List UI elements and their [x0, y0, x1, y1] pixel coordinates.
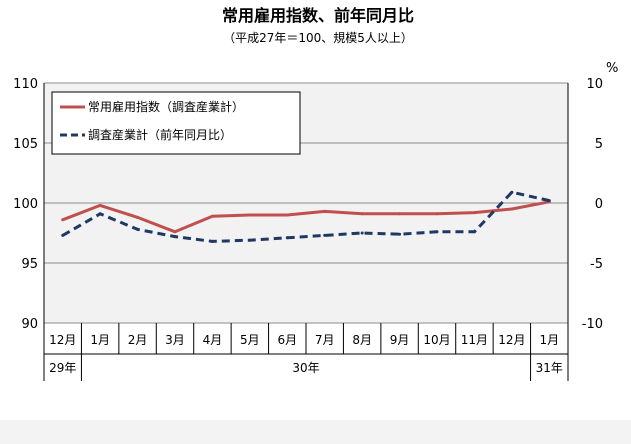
year-label: 30年 [292, 361, 319, 375]
legend-label-index: 常用雇用指数（調査産業計） [88, 99, 244, 114]
series-1-point [323, 233, 327, 237]
series-1-point [510, 190, 514, 194]
right-tick-label: 10 [586, 77, 603, 92]
category-label: 12月 [498, 333, 525, 347]
category-label: 12月 [49, 333, 76, 347]
legend-label-yoy: 調査産業計（前年同月比） [88, 127, 232, 142]
category-label: 5月 [240, 333, 260, 347]
left-tick-label: 110 [13, 77, 38, 92]
category-label: 1月 [539, 333, 559, 347]
right-axis-unit: % [606, 61, 618, 76]
series-0-point [435, 212, 439, 216]
series-0-point [323, 209, 327, 213]
series-1-point [398, 232, 402, 236]
series-line-1 [61, 190, 550, 243]
series-0-point [173, 230, 177, 234]
series-1-point [210, 239, 214, 243]
series-0-point [398, 212, 402, 216]
category-label: 6月 [277, 333, 297, 347]
series-1-point [98, 212, 102, 216]
year-label: 29年 [49, 361, 76, 375]
chart-title: 常用雇用指数、前年同月比 [222, 6, 414, 25]
category-label: 2月 [128, 333, 148, 347]
category-label: 4月 [203, 333, 223, 347]
series-0-point [360, 212, 364, 216]
category-label: 7月 [315, 333, 335, 347]
left-tick-label: 95 [21, 257, 38, 272]
category-label: 9月 [390, 333, 410, 347]
series-line-0 [62, 200, 550, 234]
category-label: 10月 [423, 333, 450, 347]
series-1-point [547, 199, 551, 203]
footer-bar [0, 420, 631, 444]
left-tick-label: 105 [13, 137, 38, 152]
series-0-point [510, 207, 514, 211]
right-tick-label: 0 [595, 197, 603, 212]
series-0-point [98, 203, 102, 207]
series-1-point [435, 230, 439, 234]
series-0-point [285, 213, 289, 217]
category-label: 11月 [461, 333, 488, 347]
series-1-point [248, 238, 252, 242]
series-1-point [472, 230, 476, 234]
series-1-point [173, 235, 177, 239]
series-0-point [248, 213, 252, 217]
series-1-point [61, 233, 65, 237]
category-label: 3月 [165, 333, 185, 347]
category-label: 8月 [352, 333, 372, 347]
series-0-point [472, 211, 476, 215]
chart-subtitle: （平成27年＝100、規模5人以上） [223, 30, 413, 45]
right-tick-label: -10 [582, 317, 603, 332]
right-tick-label: 5 [595, 137, 603, 152]
series-0-point [61, 218, 65, 222]
left-tick-label: 100 [13, 197, 38, 212]
series-1-point [285, 236, 289, 240]
legend-box [51, 91, 301, 155]
series-0-point [210, 214, 214, 218]
year-label: 31年 [536, 361, 563, 375]
left-tick-label: 90 [21, 317, 38, 332]
series-0-point [136, 215, 140, 219]
legend: 常用雇用指数（調査産業計） 調査産業計（前年同月比） [51, 91, 301, 155]
category-label: 1月 [90, 333, 110, 347]
series-1-point [360, 231, 364, 235]
right-tick-label: -5 [590, 257, 603, 272]
series-1-point [136, 227, 140, 231]
